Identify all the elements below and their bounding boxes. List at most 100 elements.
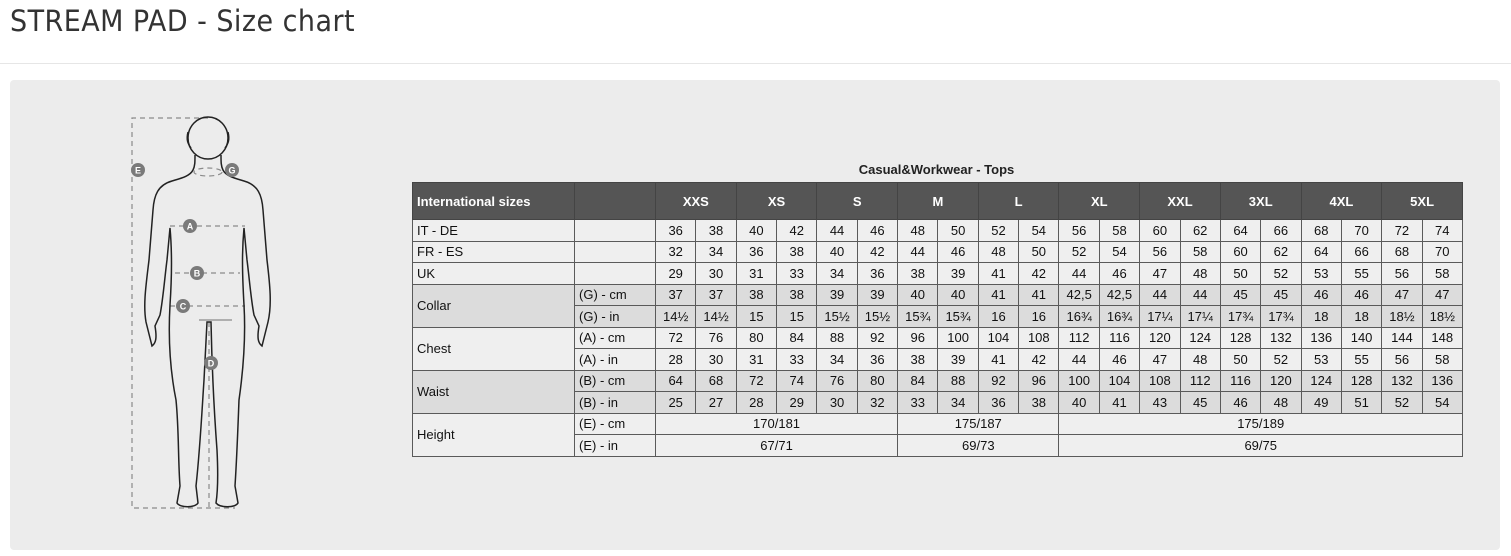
- table-cell: 15½: [816, 305, 858, 328]
- table-cell: 108: [1139, 369, 1181, 392]
- table-cell: 17¾: [1219, 305, 1262, 328]
- table-cell: 64: [654, 369, 697, 392]
- table-cell: 132: [1260, 326, 1302, 349]
- table-cell: 58: [1421, 262, 1463, 285]
- table-cell: 28: [654, 348, 697, 371]
- table-cell: 53: [1300, 348, 1342, 371]
- table-row: Chest (A) - cm 72 76 80 84 88 92 96 100 104 108 112 1…: [412, 326, 1463, 371]
- table-cell: 25: [654, 391, 697, 414]
- table-cell: 37: [695, 283, 737, 306]
- table-row: (G) - in 14½ 14½ 15 15 15½ 15½ 15¾ 15¾ 16 16 16¾ 16¾…: [413, 305, 1463, 328]
- row-label: Chest: [412, 326, 575, 371]
- svg-text:B: B: [194, 269, 201, 279]
- table-cell: 46: [1219, 391, 1262, 414]
- table-cell: 144: [1381, 326, 1423, 349]
- table-cell: 42,5: [1058, 283, 1100, 306]
- svg-text:E: E: [135, 166, 141, 176]
- table-cell: 62: [1260, 240, 1302, 263]
- table-row: Height (E) - cm 170/181 175/187 175/189: [412, 412, 1463, 457]
- table-cell: 84: [897, 369, 939, 392]
- table-cell: 100: [1058, 369, 1100, 392]
- row-unit: (E) - in: [574, 434, 656, 457]
- table-cell: 72: [735, 369, 778, 392]
- table-cell: 33: [776, 348, 818, 371]
- header-size-4xl: 4XL: [1300, 182, 1383, 220]
- table-cell: 124: [1179, 326, 1221, 349]
- table-cell: 44: [897, 240, 939, 263]
- table-cell: 36: [856, 262, 899, 285]
- table-cell: 136: [1421, 369, 1463, 392]
- table-cell: 76: [816, 369, 858, 392]
- table-cell: 46: [1098, 262, 1141, 285]
- table-cell: 51: [1340, 391, 1383, 414]
- table-cell: 14½: [654, 305, 697, 328]
- table-cell: 56: [1381, 348, 1423, 371]
- table-cell-merged: 175/189: [1058, 412, 1463, 435]
- table-cell: 15¾: [937, 305, 979, 328]
- table-cell: 92: [856, 326, 899, 349]
- collar-guide-line: [193, 167, 223, 177]
- table-cell: 31: [735, 348, 778, 371]
- marker-c: C: [176, 299, 190, 313]
- row-unit: [574, 262, 656, 285]
- table-cell: 120: [1260, 369, 1302, 392]
- table-cell: 42: [1018, 348, 1060, 371]
- table-cell: 36: [654, 219, 697, 242]
- row-unit: (B) - in: [574, 391, 656, 414]
- svg-text:A: A: [187, 222, 194, 232]
- table-cell: 96: [897, 326, 939, 349]
- row-label: UK: [412, 262, 575, 285]
- table-cell: 70: [1421, 240, 1463, 263]
- table-cell: 64: [1300, 240, 1342, 263]
- table-cell: 41: [977, 262, 1020, 285]
- table-cell: 74: [1421, 219, 1463, 242]
- table-cell: 60: [1219, 240, 1262, 263]
- table-cell: 38: [735, 283, 778, 306]
- table-cell: 42: [1018, 262, 1060, 285]
- row-unit: (B) - cm: [574, 369, 656, 392]
- table-cell: 124: [1300, 369, 1342, 392]
- table-cell: 39: [937, 348, 979, 371]
- page-title: STREAM PAD - Size chart: [10, 4, 356, 38]
- table-cell-merged: 69/75: [1058, 434, 1463, 457]
- table-cell-merged: 69/73: [897, 434, 1060, 457]
- row-unit: (G) - cm: [574, 283, 656, 306]
- table-cell: 15¾: [897, 305, 939, 328]
- table-cell: 50: [1219, 262, 1262, 285]
- table-cell: 66: [1340, 240, 1383, 263]
- table-cell: 18½: [1421, 305, 1463, 328]
- table-cell: 39: [937, 262, 979, 285]
- table-cell: 58: [1179, 240, 1221, 263]
- header-size-s: S: [816, 182, 899, 220]
- row-unit: (G) - in: [574, 305, 656, 328]
- table-cell: 53: [1300, 262, 1342, 285]
- table-cell: 44: [816, 219, 858, 242]
- table-cell: 66: [1260, 219, 1302, 242]
- table-cell: 80: [735, 326, 778, 349]
- table-cell: 16: [977, 305, 1020, 328]
- row-label: Waist: [412, 369, 575, 414]
- header-size-3xl: 3XL: [1219, 182, 1302, 220]
- table-cell: 48: [897, 219, 939, 242]
- header-size-xs: XS: [735, 182, 818, 220]
- table-cell: 70: [1340, 219, 1383, 242]
- table-cell: 46: [937, 240, 979, 263]
- row-unit: (E) - cm: [574, 412, 656, 435]
- table-cell: 30: [816, 391, 858, 414]
- table-cell: 43: [1139, 391, 1181, 414]
- table-cell: 38: [897, 348, 939, 371]
- table-cell: 16¾: [1058, 305, 1100, 328]
- marker-b: B: [190, 266, 204, 280]
- table-cell-merged: 170/181: [654, 412, 899, 435]
- table-cell: 56: [1139, 240, 1181, 263]
- row-unit: [574, 219, 656, 242]
- table-cell: 47: [1139, 348, 1181, 371]
- table-cell: 42: [776, 219, 818, 242]
- table-cell: 58: [1098, 219, 1141, 242]
- table-cell: 46: [856, 219, 899, 242]
- table-row: Collar (G) - cm 37 37 38 38 39 39 40 40 41 41 42,5 42…: [412, 283, 1463, 328]
- table-cell: 68: [1381, 240, 1423, 263]
- table-cell: 52: [1381, 391, 1423, 414]
- marker-a: A: [183, 219, 197, 233]
- row-label: Collar: [412, 283, 575, 328]
